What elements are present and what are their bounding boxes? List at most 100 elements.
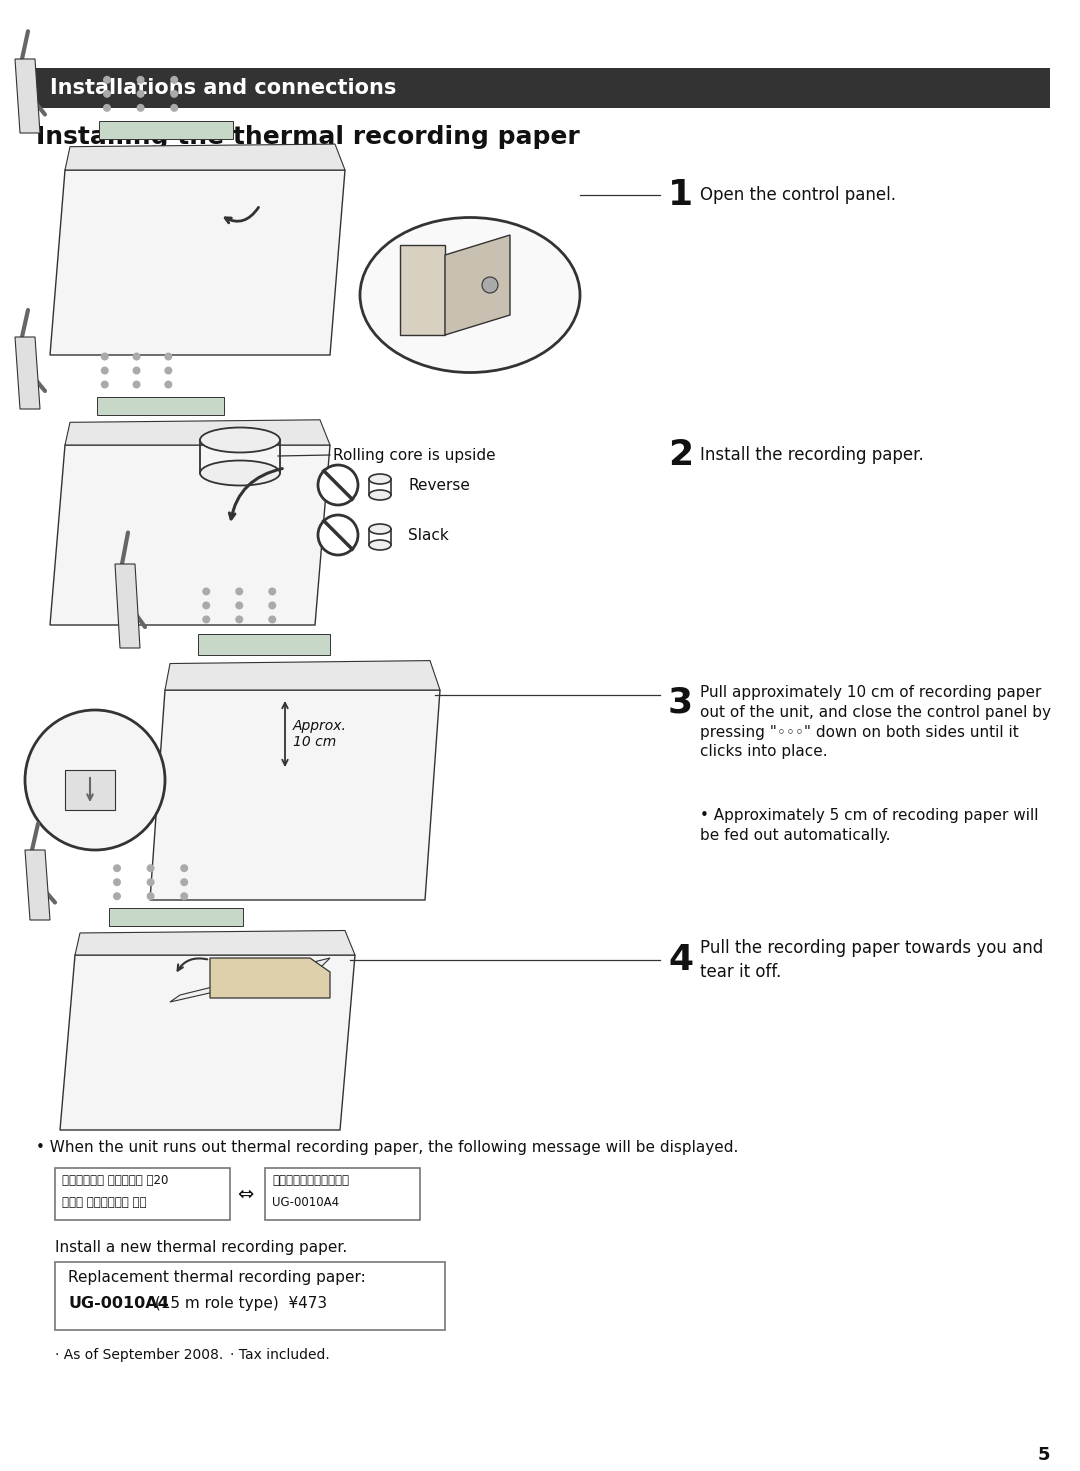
Text: Installations and connections: Installations and connections [50,78,396,99]
Polygon shape [15,59,40,132]
Circle shape [164,381,173,388]
Text: Reverse: Reverse [408,478,470,493]
Circle shape [113,878,121,886]
Text: Install a new thermal recording paper.: Install a new thermal recording paper. [55,1240,348,1255]
Circle shape [180,878,188,886]
Circle shape [100,353,109,360]
Polygon shape [65,769,114,811]
Polygon shape [75,931,355,955]
Circle shape [25,710,165,850]
Text: Open the control panel.: Open the control panel. [700,185,896,204]
Circle shape [133,381,140,388]
Circle shape [202,602,211,609]
Text: 5: 5 [1038,1446,1050,1464]
Text: 4: 4 [669,943,693,977]
Text: Slack: Slack [408,528,449,543]
Circle shape [268,615,276,624]
Text: UG-0010A4: UG-0010A4 [68,1296,168,1311]
Ellipse shape [369,474,391,484]
Text: キロクシガ゚ アリマセン イ20: キロクシガ゚ アリマセン イ20 [62,1174,168,1187]
Text: · As of September 2008.: · As of September 2008. [55,1347,224,1362]
Circle shape [235,615,243,624]
Polygon shape [50,446,330,625]
Text: Install the recording paper.: Install the recording paper. [700,446,923,463]
Circle shape [136,90,145,99]
Text: ⇔: ⇔ [237,1184,253,1203]
Text: Approx.
10 cm: Approx. 10 cm [293,719,347,749]
Polygon shape [400,246,445,335]
Text: 1: 1 [669,178,693,212]
Circle shape [164,353,173,360]
Text: カミア イレテクタ゚ サイ: カミア イレテクタ゚ サイ [62,1196,147,1209]
Polygon shape [445,235,510,335]
Circle shape [235,602,243,609]
Circle shape [171,76,178,84]
Circle shape [318,515,357,555]
Polygon shape [198,634,330,655]
Circle shape [268,602,276,609]
Circle shape [103,76,111,84]
Circle shape [133,366,140,375]
Ellipse shape [200,460,280,485]
Circle shape [318,465,357,505]
Ellipse shape [369,524,391,534]
FancyBboxPatch shape [55,1168,230,1219]
Circle shape [113,893,121,900]
Text: • When the unit runs out thermal recording paper, the following message will be : • When the unit runs out thermal recordi… [36,1140,739,1155]
Polygon shape [15,337,40,409]
Circle shape [202,587,211,596]
Ellipse shape [200,428,280,453]
Polygon shape [50,171,345,355]
Circle shape [147,878,154,886]
Circle shape [180,893,188,900]
Circle shape [482,277,498,293]
Circle shape [133,353,140,360]
Circle shape [171,90,178,99]
Circle shape [136,76,145,84]
Circle shape [235,587,243,596]
Polygon shape [65,419,330,446]
Text: Pull the recording paper towards you and
tear it off.: Pull the recording paper towards you and… [700,938,1043,981]
Text: • Approximately 5 cm of recoding paper will
be fed out automatically.: • Approximately 5 cm of recoding paper w… [700,808,1039,843]
Polygon shape [60,955,355,1130]
Polygon shape [25,850,50,919]
Polygon shape [109,909,243,925]
Text: Installing the thermal recording paper: Installing the thermal recording paper [36,125,580,149]
Polygon shape [97,397,224,415]
Text: Pull approximately 10 cm of recording paper
out of the unit, and close the contr: Pull approximately 10 cm of recording pa… [700,685,1051,759]
Polygon shape [98,121,233,138]
Polygon shape [65,144,345,171]
Ellipse shape [369,490,391,500]
FancyBboxPatch shape [30,68,1050,107]
Text: Replacement thermal recording paper:: Replacement thermal recording paper: [68,1269,366,1286]
Ellipse shape [369,540,391,550]
Polygon shape [170,958,330,1002]
FancyBboxPatch shape [55,1262,445,1330]
Ellipse shape [360,218,580,372]
Circle shape [180,863,188,872]
Circle shape [147,893,154,900]
Circle shape [103,104,111,112]
Circle shape [100,366,109,375]
Circle shape [136,104,145,112]
Circle shape [113,863,121,872]
Circle shape [147,863,154,872]
FancyBboxPatch shape [265,1168,420,1219]
Text: スイショウヒンパン：: スイショウヒンパン： [272,1174,349,1187]
Polygon shape [114,563,140,649]
Text: 2: 2 [669,438,693,472]
Polygon shape [165,660,440,690]
Circle shape [202,615,211,624]
Polygon shape [210,958,330,997]
Text: · Tax included.: · Tax included. [230,1347,329,1362]
Circle shape [268,587,276,596]
Text: (15 m role type)  ¥473: (15 m role type) ¥473 [150,1296,327,1311]
Circle shape [100,381,109,388]
Circle shape [103,90,111,99]
Circle shape [164,366,173,375]
Circle shape [171,104,178,112]
Polygon shape [150,690,440,900]
Text: UG-0010A4: UG-0010A4 [272,1196,339,1209]
Text: Rolling core is upside: Rolling core is upside [333,447,496,462]
Text: 3: 3 [669,685,693,719]
